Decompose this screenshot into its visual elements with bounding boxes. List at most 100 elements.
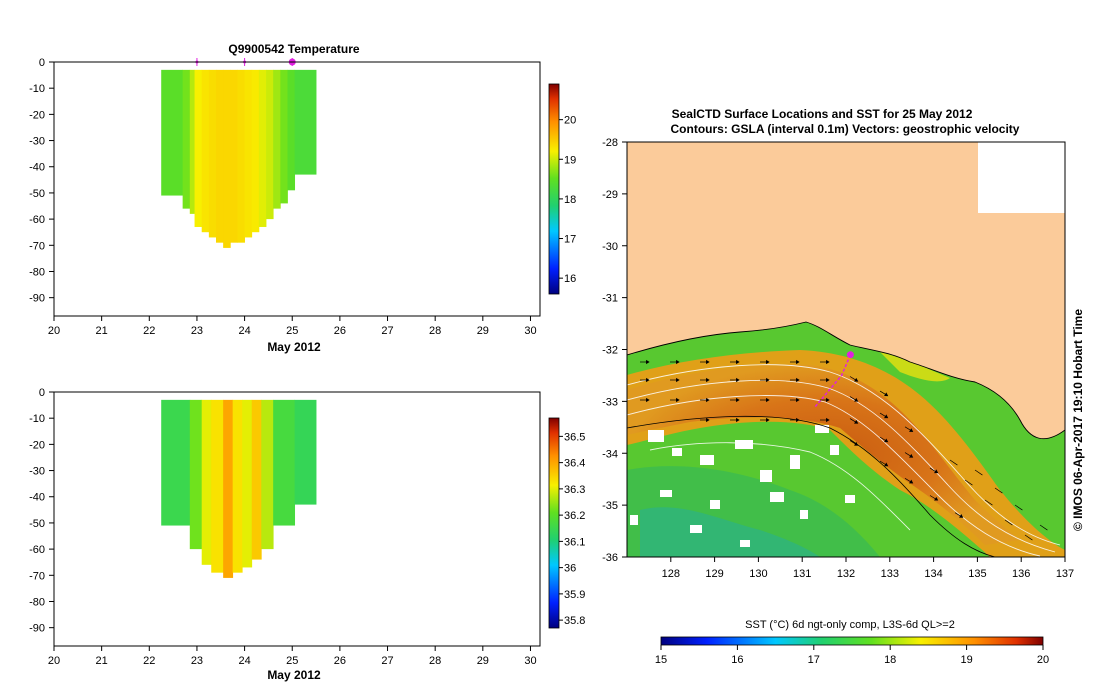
- velocity-arrowhead: [826, 377, 830, 383]
- lon-tick-label: 137: [1056, 568, 1074, 580]
- profile-cell: [189, 69, 195, 214]
- x-tick-label: 27: [381, 655, 393, 667]
- lat-tick-label: -32: [602, 345, 618, 357]
- sst-colorbar-tick-label: 15: [655, 654, 667, 666]
- y-tick-label: -20: [29, 109, 45, 121]
- velocity-arrowhead: [909, 479, 914, 484]
- x-tick-label: 30: [524, 655, 536, 667]
- salinity-y-ticks: 0 -10 -20 -30 -40 -50 -60 -70 -80 -90: [29, 387, 54, 635]
- colorbar-tick-label: 36.3: [564, 484, 585, 496]
- sst-colorbar-tick-label: 17: [808, 654, 820, 666]
- profile-cell: [273, 69, 281, 209]
- profile-cell: [208, 69, 217, 238]
- velocity-arrowhead: [706, 359, 710, 365]
- sst-colorbar-tick-label: 20: [1037, 654, 1049, 666]
- salinity-colorbar-ticks: 35.8 35.9 36 36.1 36.2 36.3 36.4 36.5: [559, 431, 585, 627]
- velocity-arrowhead: [854, 397, 859, 402]
- x-tick-label: 28: [429, 655, 441, 667]
- velocity-arrowhead: [826, 417, 830, 423]
- colorbar-tick-label: 35.8: [564, 615, 585, 627]
- velocity-arrowhead: [736, 359, 740, 365]
- x-tick-label: 30: [524, 325, 536, 337]
- salinity-panel: 20 21 22 23 24 25 26 27 28 29 30 0 -10 -20 -30 -40 -50 -…: [29, 387, 585, 682]
- sst-map-panel: SealCTD Surface Locations and SST for 25…: [602, 107, 1085, 666]
- y-tick-label: -30: [29, 136, 45, 148]
- x-tick-label: 21: [96, 655, 108, 667]
- profile-cell: [182, 69, 191, 209]
- profile-cell: [223, 399, 234, 578]
- x-tick-label: 21: [96, 325, 108, 337]
- colorbar-tick-label: 20: [564, 115, 576, 127]
- x-tick-label: 25: [286, 325, 298, 337]
- velocity-arrowhead: [934, 496, 939, 501]
- velocity-vector: [964, 479, 973, 486]
- velocity-arrowhead: [766, 377, 770, 383]
- profile-cell: [244, 69, 253, 238]
- x-tick-label: 23: [191, 655, 203, 667]
- cloud-gaps: [630, 425, 855, 547]
- no-data-region: [978, 142, 1065, 213]
- colorbar-tick-label: 19: [564, 154, 576, 166]
- lat-tick-label: -34: [602, 448, 618, 460]
- x-tick-label: 27: [381, 325, 393, 337]
- x-tick-label: 20: [48, 655, 60, 667]
- velocity-arrowhead: [826, 359, 830, 365]
- salinity-x-label: May 2012: [267, 668, 321, 682]
- warm-core: [627, 364, 1020, 545]
- velocity-vector: [984, 499, 993, 506]
- x-tick-label: 22: [143, 325, 155, 337]
- gsla-contours: [627, 364, 1061, 557]
- profile-cell: [266, 69, 274, 220]
- temperature-plot-frame: [53, 61, 541, 317]
- seal-position-marker: [846, 351, 854, 359]
- map-lat-ticks: -28 -29 -30 -31 -32 -33 -34 -35 -36: [602, 137, 627, 564]
- velocity-vector: [994, 487, 1003, 494]
- y-tick-label: -40: [29, 492, 45, 504]
- lon-tick-label: 133: [881, 568, 899, 580]
- velocity-arrowhead: [676, 397, 680, 403]
- lon-tick-label: 134: [924, 568, 942, 580]
- velocity-arrowhead: [884, 414, 889, 419]
- velocity-arrowhead: [884, 438, 889, 443]
- profile-cell: [201, 69, 210, 233]
- salinity-plot-frame: [53, 391, 541, 647]
- coastline: [627, 321, 1065, 440]
- lat-tick-label: -30: [602, 241, 618, 253]
- lat-tick-label: -28: [602, 137, 618, 149]
- x-tick-label: 26: [334, 655, 346, 667]
- y-tick-label: -90: [29, 623, 45, 635]
- profile-cell: [230, 69, 238, 243]
- y-tick-label: -10: [29, 413, 45, 425]
- sst-colorbar-tick-label: 16: [731, 654, 743, 666]
- map-title: SealCTD Surface Locations and SST for 25…: [672, 107, 973, 121]
- x-tick-label: 24: [238, 325, 250, 337]
- profile-cell: [251, 399, 262, 560]
- y-tick-label: -20: [29, 439, 45, 451]
- colorbar-tick-label: 18: [564, 194, 576, 206]
- velocity-arrowhead: [766, 359, 770, 365]
- colorbar-tick-label: 36.5: [564, 431, 585, 443]
- y-tick-label: -40: [29, 162, 45, 174]
- y-tick-label: -80: [29, 596, 45, 608]
- map-area: [627, 142, 1065, 557]
- lat-tick-label: -29: [602, 189, 618, 201]
- velocity-arrowhead: [934, 469, 939, 474]
- x-tick-label: 24: [238, 655, 250, 667]
- lat-tick-label: -31: [602, 293, 618, 305]
- x-tick-label: 26: [334, 325, 346, 337]
- profile-cell: [237, 69, 245, 243]
- profile-cell: [280, 69, 288, 204]
- profile-cell: [216, 69, 224, 243]
- profile-cell: [287, 69, 296, 191]
- sst-colorbar: [660, 636, 1044, 646]
- y-tick-label: -80: [29, 266, 45, 278]
- sst-colorbar-tick-label: 19: [960, 654, 972, 666]
- salinity-colorbar: [548, 417, 560, 629]
- y-tick-label: -50: [29, 518, 45, 530]
- profile-cell: [261, 399, 274, 550]
- temperature-panel: Q9900542 Temperature 20 21 22 23 24 25 26 27 28 2…: [29, 42, 576, 354]
- velocity-arrowhead: [909, 428, 914, 432]
- colorbar-tick-label: 17: [564, 234, 576, 246]
- velocity-arrowhead: [736, 397, 740, 403]
- y-tick-label: -70: [29, 240, 45, 252]
